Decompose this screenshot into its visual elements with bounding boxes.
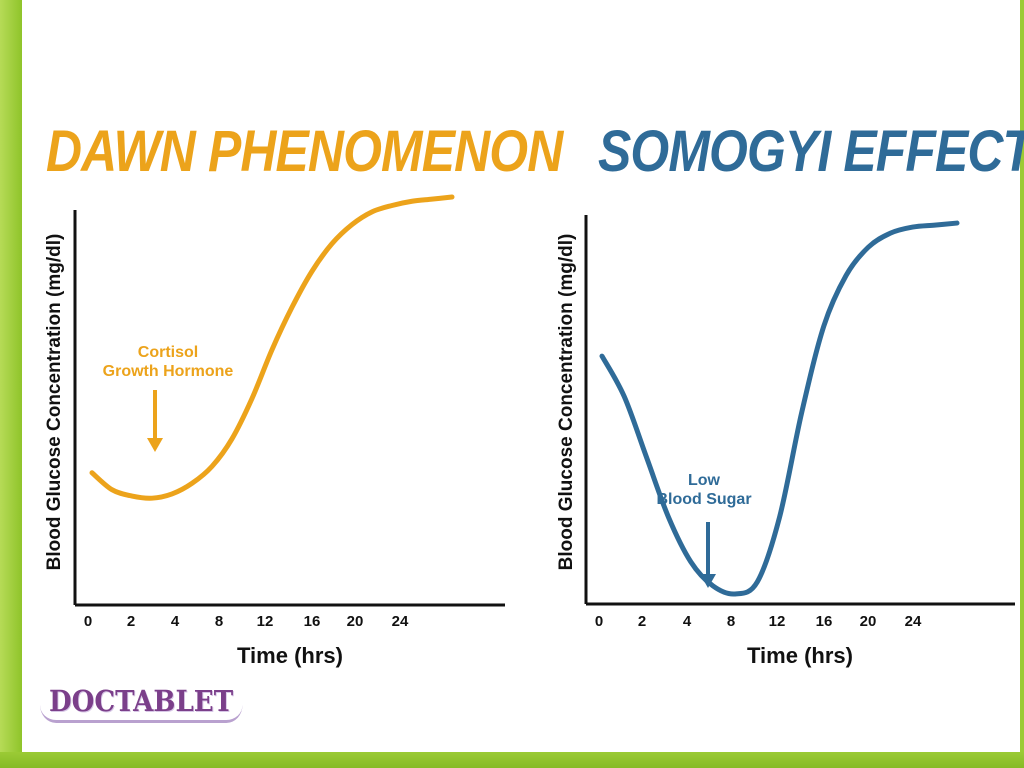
x-tick-label: 2 [127, 613, 135, 630]
slide: DAWN PHENOMENON SOMOGYI EFFECT DOCTABLET [22, 0, 1024, 752]
dawn-phenomenon-title: DAWN PHENOMENON [46, 119, 563, 184]
somogyi-effect-title: SOMOGYI EFFECT [598, 119, 1024, 184]
x-tick-label: 20 [860, 613, 877, 630]
glucose-curve [89, 194, 455, 501]
background-stripe-left [0, 0, 22, 768]
annotation-arrow-head [147, 438, 163, 452]
x-tick-label: 16 [816, 613, 833, 630]
annotation-label: Low [688, 472, 721, 489]
x-tick-label: 0 [595, 613, 603, 630]
x-tick-label: 4 [171, 613, 180, 630]
y-axis-label: Blood Glucose Concentration (mg/dl) [44, 234, 65, 571]
x-tick-label: 4 [683, 613, 692, 630]
background-stripe-bottom [0, 752, 1024, 768]
annotation-label: Blood Sugar [656, 491, 751, 508]
y-axis-label: Blood Glucose Concentration (mg/dl) [556, 234, 577, 571]
x-axis-label: Time (hrs) [747, 643, 853, 668]
x-tick-label: 12 [769, 613, 786, 630]
annotation-arrow-head [700, 574, 716, 588]
x-tick-label: 8 [215, 613, 223, 630]
x-tick-label: 12 [257, 613, 274, 630]
x-axis-label: Time (hrs) [237, 643, 343, 668]
x-tick-label: 24 [905, 613, 922, 630]
x-tick-label: 24 [392, 613, 409, 630]
doctablet-logo: DOCTABLET [40, 682, 243, 723]
annotation-label: Growth Hormone [103, 363, 234, 380]
x-tick-label: 2 [638, 613, 646, 630]
background-stripe-right [1020, 0, 1024, 768]
x-tick-label: 8 [727, 613, 735, 630]
glucose-curve [599, 220, 960, 597]
annotation-label: Cortisol [138, 344, 198, 361]
x-tick-label: 0 [84, 613, 92, 630]
x-tick-label: 20 [347, 613, 364, 630]
x-tick-label: 16 [304, 613, 321, 630]
